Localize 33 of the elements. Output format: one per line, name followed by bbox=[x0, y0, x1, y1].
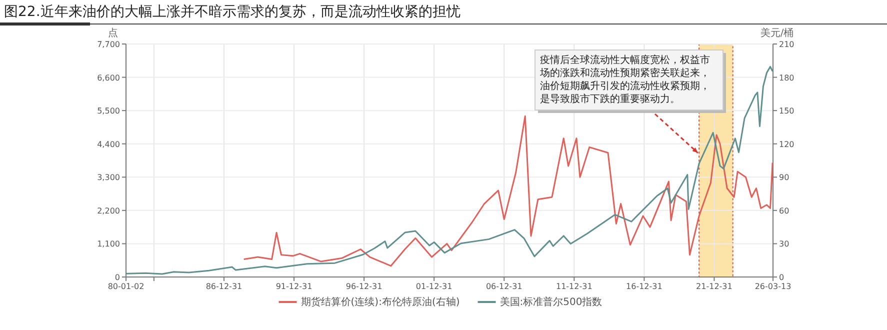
y2-tick-label: 150 bbox=[779, 106, 794, 116]
y2-tick-label: 210 bbox=[779, 40, 794, 49]
x-tick-label: 86-12-31 bbox=[206, 282, 242, 291]
x-tick-label: 21-12-31 bbox=[696, 282, 732, 291]
y-tick-label: 5,500 bbox=[97, 106, 120, 116]
y-tick-label: 2,200 bbox=[97, 206, 120, 216]
x-tick-label: 01-12-31 bbox=[416, 282, 452, 291]
legend-label: 期货结算价(连续):布伦特原油(右轴) bbox=[300, 296, 460, 308]
y-tick-label: 0 bbox=[114, 273, 120, 282]
x-tick-label: 96-12-31 bbox=[346, 282, 382, 291]
y2-tick-label: 30 bbox=[779, 240, 790, 249]
x-tick-label: 91-12-31 bbox=[276, 282, 312, 291]
y2-tick-label: 0 bbox=[779, 273, 784, 282]
y-tick-label: 3,300 bbox=[97, 173, 120, 182]
annotation: 疫情后全球流动性大幅度宽松，权益市场的涨跌和流动性预期紧密关联起来，油价短期飙升引发的流动性收紧预期，是导致股市下跌的重要驱动力。 bbox=[534, 50, 726, 113]
y-tick-label: 7,700 bbox=[97, 40, 120, 49]
legend-label: 美国:标准普尔500指数 bbox=[500, 296, 602, 308]
y2-tick-label: 120 bbox=[779, 140, 794, 149]
annotation: 疫情后全球流动性大幅度宽松，权益市场的涨跌和流动性预期紧密关联起来，油价短期飙升引发的流动性收紧预期，是导致股市下跌的重要驱动力。 bbox=[539, 54, 710, 105]
y2-tick-label: 90 bbox=[779, 173, 790, 182]
x-tick-label: 11-12-31 bbox=[556, 282, 592, 291]
title: 图22.近年来油价的大幅上涨并不暗示需求的复苏，而是流动性收紧的担忧 bbox=[4, 4, 460, 20]
y-axis-title: 点 bbox=[108, 27, 118, 39]
y2-axis-title: 美元/桶 bbox=[760, 27, 794, 39]
x-tick-label: 26-03-13 bbox=[754, 282, 792, 291]
x-tick-label: 16-12-31 bbox=[626, 282, 662, 291]
x-tick-label: 80-01-02 bbox=[108, 282, 144, 291]
y-tick-label: 4,400 bbox=[97, 140, 120, 149]
y2-tick-label: 180 bbox=[779, 73, 794, 82]
y-tick-label: 6,600 bbox=[97, 73, 120, 82]
x-tick-label: 06-12-31 bbox=[486, 282, 522, 291]
y-tick-label: 1,100 bbox=[97, 240, 120, 249]
y2-tick-label: 60 bbox=[779, 206, 790, 216]
